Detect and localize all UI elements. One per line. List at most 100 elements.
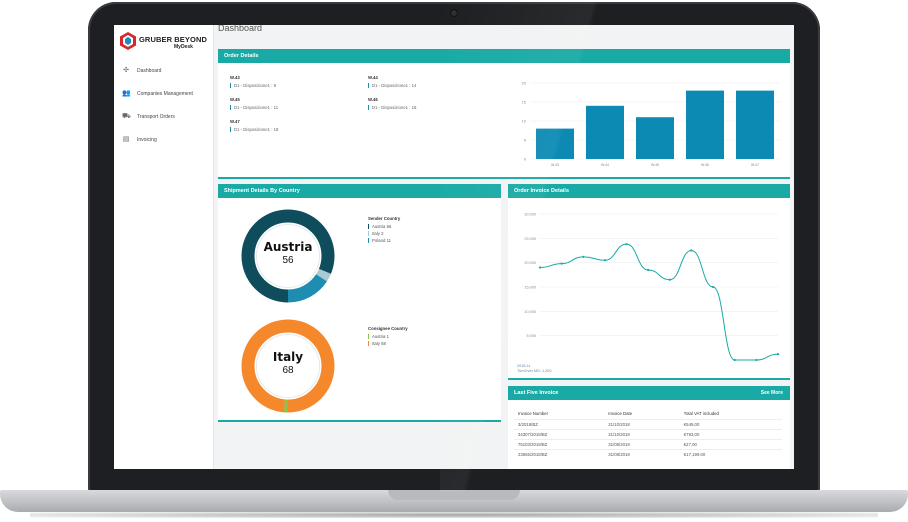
data-point xyxy=(582,255,585,258)
laptop-base xyxy=(0,490,908,512)
consignee-legend-title: Consignee Country xyxy=(368,326,408,331)
data-point xyxy=(733,358,736,362)
donut-inner-ring xyxy=(256,334,320,398)
week-value: D1 - Disposizione1 : 14 xyxy=(368,83,416,88)
app-screen: GRUBER BEYOND MyDesk ✣ Dashboard 👥 Compa… xyxy=(114,25,794,469)
week-value: D1 - Disposizione1 : 8 xyxy=(230,83,276,88)
week-value: D1 - Disposizione1 : 18 xyxy=(230,127,278,132)
bar xyxy=(636,117,674,159)
x-tick-label: W.43 xyxy=(551,163,559,167)
data-point xyxy=(603,259,607,262)
consignee-center-value: 68 xyxy=(282,365,294,376)
series-line xyxy=(539,243,779,361)
sidebar-item-label: Companies Management xyxy=(137,90,193,97)
data-point xyxy=(690,249,693,252)
donut-inner-ring xyxy=(256,224,320,288)
sender-legend: Sender Country Austria 56 Italy 2 Poland… xyxy=(368,216,400,245)
legend-item: Poland 11 xyxy=(368,238,400,243)
sender-donut-center: Austria 56 xyxy=(248,240,328,266)
sidebar-item-label: Dashboard xyxy=(137,67,162,74)
x-tick-label: W.46 xyxy=(701,163,709,167)
data-point xyxy=(647,268,650,272)
product-name: MyDesk xyxy=(174,44,193,50)
invoice-details-title: Order Invoice Details xyxy=(508,184,790,198)
document-icon: ▤ xyxy=(122,135,130,143)
y-tick-label: 30,000 xyxy=(524,213,536,217)
table-row[interactable]: 75103/2018/BZ 31/08/2019 €27,00 xyxy=(514,439,782,450)
invoice-total: €549,00 xyxy=(679,419,782,430)
column-header[interactable]: Invoice Date xyxy=(608,411,633,416)
last-invoices-title-text: Last Five Invoice xyxy=(514,390,559,396)
data-point xyxy=(560,262,563,265)
x-tick-label: W.47 xyxy=(751,163,759,167)
donut-slice xyxy=(241,209,335,303)
data-point xyxy=(668,278,671,281)
invoice-table: Invoice Number Invoice Date Total VAT in… xyxy=(514,408,782,459)
sidebar-item-invoicing[interactable]: ▤ Invoicing xyxy=(114,128,214,151)
column-header[interactable]: Total VAT included xyxy=(683,411,719,416)
sidebar-item-label: Invoicing xyxy=(137,136,157,143)
data-point xyxy=(755,358,758,362)
laptop-notch xyxy=(388,490,520,500)
sender-legend-title: Sender Country xyxy=(368,216,401,221)
logo-hexagon-icon xyxy=(120,32,136,50)
y-tick-label: 25,000 xyxy=(524,237,536,241)
tooltip-turnover: TurnOver MD: 1,200 xyxy=(517,369,552,373)
y-tick-label: 5,000 xyxy=(526,334,536,338)
bar xyxy=(536,128,574,159)
y-tick-label: 20 xyxy=(522,81,527,86)
week-label: W.43 xyxy=(230,75,240,80)
sidebar-item-dashboard[interactable]: ✣ Dashboard xyxy=(114,59,214,82)
invoice-date: 31/08/2019 xyxy=(604,439,680,450)
y-tick-label: 5 xyxy=(524,138,527,143)
shipment-title: Shipment Details By Country xyxy=(218,184,501,198)
week-stat: W.45 D1 - Disposizione1 : 11 xyxy=(230,97,278,110)
brand-name: GRUBER BEYOND xyxy=(139,35,207,44)
y-tick-label: 15 xyxy=(522,100,527,105)
see-more-link[interactable]: See More xyxy=(760,390,783,396)
table-row[interactable]: 34307/2018/BZ 31/10/2018 €793,00 xyxy=(514,429,782,440)
consignee-center-name: Italy xyxy=(272,350,304,364)
donut-slice xyxy=(241,319,335,413)
data-point xyxy=(538,266,542,269)
bar xyxy=(686,90,724,159)
x-tick-label: W.45 xyxy=(651,163,659,167)
y-tick-label: 20,000 xyxy=(524,261,536,265)
invoice-date: 31/08/2019 xyxy=(604,449,680,459)
invoice-number: 23665/2018/BZ xyxy=(514,449,605,459)
column-header[interactable]: Invoice Number xyxy=(518,411,549,416)
bar xyxy=(736,90,774,159)
sidebar-item-transport[interactable]: ⛟ Transport Orders xyxy=(114,105,214,128)
tooltip-period: 2018-11 xyxy=(517,364,531,368)
legend-item: Italy 2 xyxy=(368,231,400,236)
order-details-title: Order Details xyxy=(218,49,790,63)
invoice-details-panel: Order Invoice Details 30,000 25,000 20,000… xyxy=(508,184,790,380)
table-row[interactable]: 23665/2018/BZ 31/08/2019 €17,199.00 xyxy=(514,449,782,459)
week-label: W.44 xyxy=(368,75,378,80)
order-details-panel: Order Details W.43 D1 - Disposizione1 : … xyxy=(218,49,790,179)
sidebar-item-companies[interactable]: 👥 Companies Management xyxy=(114,82,214,105)
sender-center-value: 56 xyxy=(282,255,294,266)
consignee-donut-chart xyxy=(241,319,335,413)
y-tick-label: 10,000 xyxy=(524,310,536,314)
sidebar-item-label: Transport Orders xyxy=(137,113,175,120)
invoice-number: 3/2018/BZ xyxy=(514,419,605,430)
legend-item: Italy 68 xyxy=(368,341,408,346)
truck-icon: ⛟ xyxy=(122,112,131,120)
y-tick-label: 15,000 xyxy=(524,286,536,290)
week-stat: W.44 D1 - Disposizione1 : 14 xyxy=(368,75,416,88)
legend-item: Austria 1 xyxy=(368,334,408,339)
table-row[interactable]: 3/2018/BZ 21/10/2018 €549,00 xyxy=(514,419,782,430)
legend-item: Austria 56 xyxy=(368,224,400,229)
chart-tooltip: 2018-11 TurnOver MD: 1,200 xyxy=(517,364,551,374)
x-tick-label: W.44 xyxy=(601,163,609,167)
week-stat: W.43 D1 - Disposizione1 : 8 xyxy=(230,75,276,88)
brand-logo[interactable]: GRUBER BEYOND MyDesk xyxy=(120,32,210,54)
data-point xyxy=(625,243,628,246)
laptop-shadow xyxy=(30,512,878,518)
week-value: D1 - Disposizione1 : 18 xyxy=(368,105,416,110)
invoice-number: 34307/2018/BZ xyxy=(514,429,605,440)
week-label: W.46 xyxy=(368,97,378,102)
data-point xyxy=(711,285,715,289)
